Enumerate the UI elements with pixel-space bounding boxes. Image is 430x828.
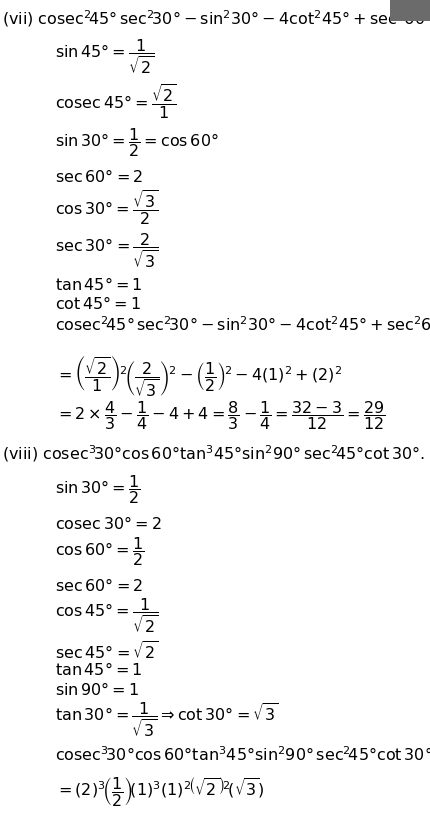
Text: $\mathrm{cosec}^3\!30°\cos 60°\tan^3\!45°\sin^2\!90°\,\mathrm{sec}^2\!45°\cot 30: $\mathrm{cosec}^3\!30°\cos 60°\tan^3\!45… bbox=[55, 744, 430, 763]
Text: $\sin 30° = \dfrac{1}{2} = \cos 60°$: $\sin 30° = \dfrac{1}{2} = \cos 60°$ bbox=[55, 126, 218, 159]
Text: $\tan 45° = 1$: $\tan 45° = 1$ bbox=[55, 276, 142, 292]
Text: $\cot 45° = 1$: $\cot 45° = 1$ bbox=[55, 295, 141, 311]
Text: $\tan 45° = 1$: $\tan 45° = 1$ bbox=[55, 660, 142, 677]
Text: $\tan 30° = \dfrac{1}{\sqrt{3}} \Rightarrow \cot 30° = \sqrt{3}$: $\tan 30° = \dfrac{1}{\sqrt{3}} \Rightar… bbox=[55, 700, 278, 739]
Text: $\cos 45° = \dfrac{1}{\sqrt{2}}$: $\cos 45° = \dfrac{1}{\sqrt{2}}$ bbox=[55, 596, 158, 635]
Text: $\mathrm{cosec}^2\!45°\,\mathrm{sec}^2\!30° - \sin^2\!30° - 4\cot^2\!45° + \sec^: $\mathrm{cosec}^2\!45°\,\mathrm{sec}^2\!… bbox=[55, 315, 430, 334]
Text: $\sin 90° = 1$: $\sin 90° = 1$ bbox=[55, 680, 139, 697]
Text: $\sec 60° = 2$: $\sec 60° = 2$ bbox=[55, 168, 143, 185]
Text: $\sin 30° = \dfrac{1}{2}$: $\sin 30° = \dfrac{1}{2}$ bbox=[55, 473, 140, 505]
Text: $\sec 30° = \dfrac{2}{\sqrt{3}}$: $\sec 30° = \dfrac{2}{\sqrt{3}}$ bbox=[55, 232, 158, 271]
Text: (vii) $\mathrm{cosec}^2\!45°\,\mathrm{sec}^2\!30° - \sin^2\!30° - 4\cot^2\!45° +: (vii) $\mathrm{cosec}^2\!45°\,\mathrm{se… bbox=[2, 8, 430, 29]
Text: $= 2\times\dfrac{4}{3} - \dfrac{1}{4} - 4 + 4 = \dfrac{8}{3} - \dfrac{1}{4} = \d: $= 2\times\dfrac{4}{3} - \dfrac{1}{4} - … bbox=[55, 398, 385, 431]
Text: $\sec 60° = 2$: $\sec 60° = 2$ bbox=[55, 576, 143, 594]
Text: $\sin 45° = \dfrac{1}{\sqrt{2}}$: $\sin 45° = \dfrac{1}{\sqrt{2}}$ bbox=[55, 38, 154, 77]
Text: $= \left(\dfrac{\sqrt{2}}{1}\right)^{\!2}\!\left(\dfrac{2}{\sqrt{3}}\right)^{\!2: $= \left(\dfrac{\sqrt{2}}{1}\right)^{\!2… bbox=[55, 354, 341, 400]
Text: $\sec 45° = \sqrt{2}$: $\sec 45° = \sqrt{2}$ bbox=[55, 640, 158, 662]
Text: $\mathrm{cosec}\,30° = 2$: $\mathrm{cosec}\,30° = 2$ bbox=[55, 514, 161, 532]
Text: $= (2)^3\!\left(\dfrac{1}{2}\right)\!(1)^3(1)^2\!\left(\sqrt{2}\right)^{\!2}\!(\: $= (2)^3\!\left(\dfrac{1}{2}\right)\!(1)… bbox=[55, 774, 264, 807]
Text: $\cos 60° = \dfrac{1}{2}$: $\cos 60° = \dfrac{1}{2}$ bbox=[55, 534, 144, 567]
Text: $\mathrm{cosec}\,45° = \dfrac{\sqrt{2}}{1}$: $\mathrm{cosec}\,45° = \dfrac{\sqrt{2}}{… bbox=[55, 82, 176, 121]
Text: (viii) $\mathrm{cosec}^3\!30°\cos 60°\tan^3\!45°\sin^2\!90°\,\mathrm{sec}^2\!45°: (viii) $\mathrm{cosec}^3\!30°\cos 60°\ta… bbox=[2, 442, 424, 463]
Bar bbox=[389, 0, 430, 22]
Text: $\cos 30° = \dfrac{\sqrt{3}}{2}$: $\cos 30° = \dfrac{\sqrt{3}}{2}$ bbox=[55, 188, 158, 227]
